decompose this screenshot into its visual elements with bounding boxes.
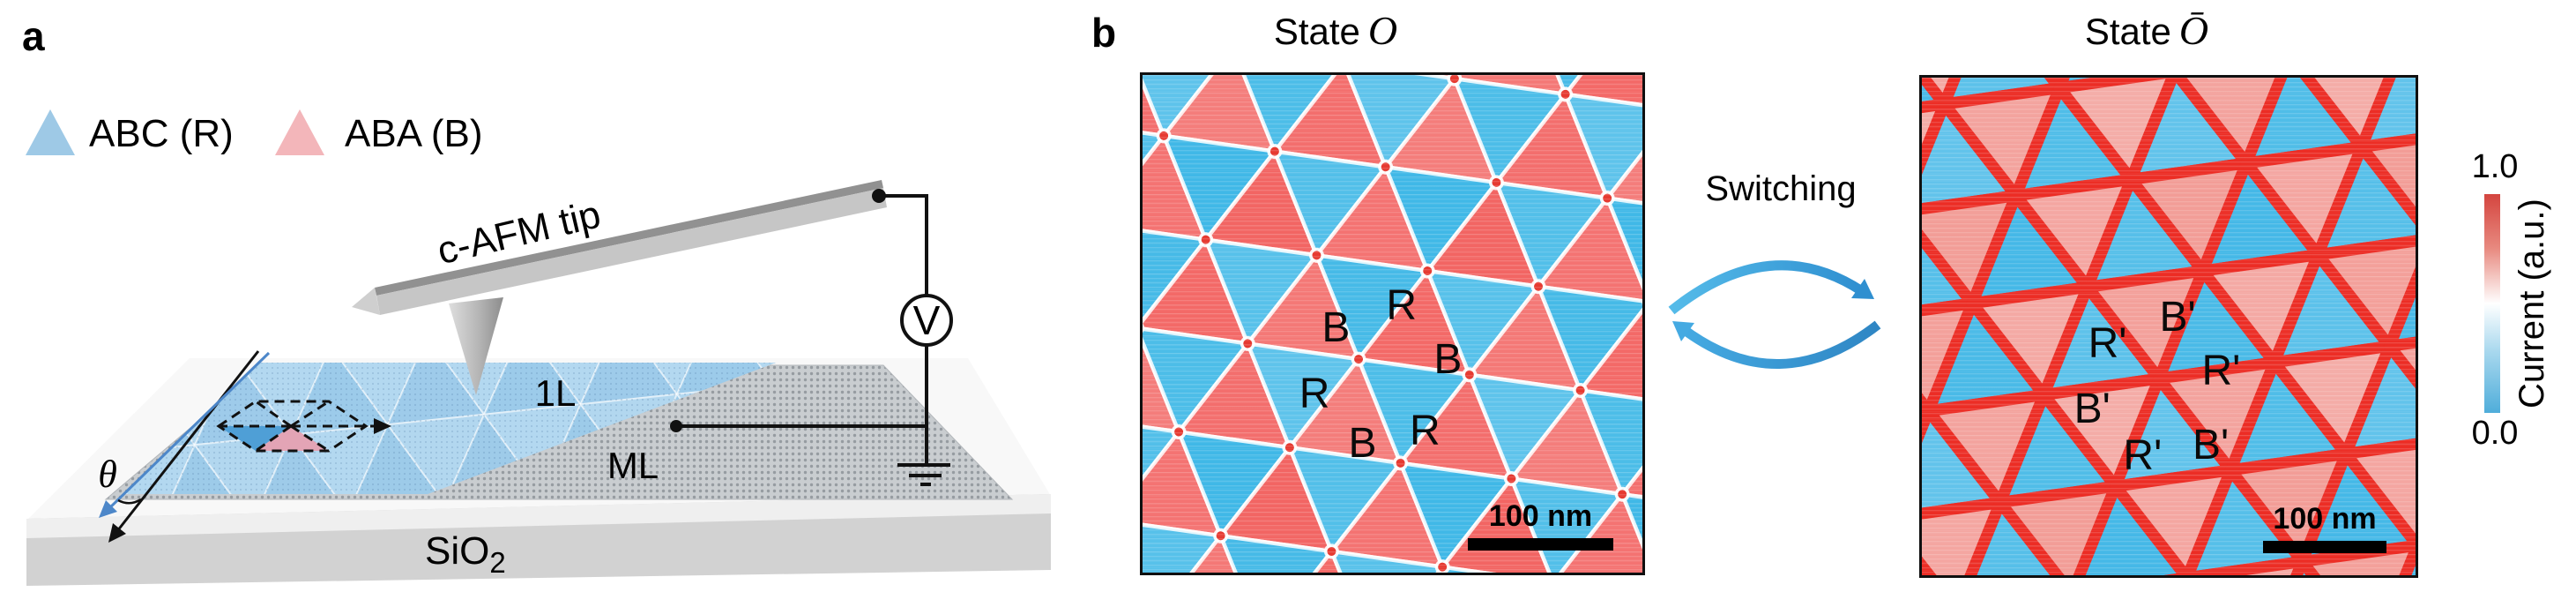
- monolayer-label: 1L: [535, 372, 577, 414]
- state-o-symbol: O: [1367, 8, 1398, 53]
- colorbar-axis-label: Current (a.u.): [2513, 199, 2551, 408]
- cycle-arrowhead-left-icon: [1672, 321, 1694, 341]
- scale-bar-label: 100 nm: [2273, 502, 2377, 536]
- tip-contact-dot: [872, 189, 886, 203]
- blue-arrowhead-icon: [99, 500, 117, 518]
- state-obar-symbol: Ō: [2178, 8, 2209, 53]
- domain-label: B: [1433, 335, 1463, 383]
- hexagon-arrow-icon: [374, 418, 391, 434]
- switching-cycle-arrows: [1668, 260, 1881, 369]
- scale-bar-label: 100 nm: [1488, 499, 1593, 533]
- domain-label: R: [1299, 371, 1330, 418]
- afm-image-state-obar: B' R' R' B' B' R' 100 nm: [1919, 75, 2418, 578]
- domain-label: R': [2201, 348, 2241, 395]
- twist-angle-arrows: [99, 350, 271, 543]
- panel-b-label: b: [1091, 10, 1117, 56]
- scale-bar: [1468, 538, 1613, 551]
- scale-bar: [2263, 541, 2386, 553]
- switching-label: Switching: [1705, 169, 1857, 208]
- twist-angle-label: θ: [98, 453, 117, 496]
- bias-circuit: [676, 194, 953, 486]
- voltmeter-icon: [900, 294, 953, 347]
- domain-label: B': [2193, 422, 2230, 469]
- legend-aba-label: ABA (B): [345, 112, 483, 155]
- voltmeter-label: V: [913, 297, 941, 343]
- domain-label: R: [1386, 282, 1418, 330]
- domain-label: R': [2088, 319, 2127, 367]
- panel-a-schematic: ABC (R) ABA (B): [26, 109, 1051, 586]
- panel-a-label: a: [22, 13, 45, 59]
- domain-label: B': [2159, 293, 2196, 341]
- aba-triangle-icon: [275, 109, 324, 155]
- domain-label: R: [1410, 407, 1441, 454]
- ml-contact-dot: [670, 420, 682, 432]
- tip-cone: [449, 297, 503, 395]
- cycle-arrowhead-right-icon: [1851, 279, 1874, 299]
- domain-label: B: [1348, 420, 1377, 468]
- state-obar-domain-labels: B' R' R' B' B' R': [1922, 78, 2416, 575]
- colorbar-max: 1.0: [2471, 148, 2519, 185]
- legend: ABC (R) ABA (B): [26, 109, 483, 155]
- state-obar-title: State Ō: [2084, 8, 2209, 53]
- substrate-label: SiO2: [425, 529, 506, 579]
- colorbar-gradient: [2484, 194, 2500, 413]
- colorbar-min: 0.0: [2471, 415, 2519, 452]
- abc-triangle-icon: [26, 109, 75, 155]
- domain-label: B: [1322, 304, 1351, 352]
- domain-label: R': [2123, 431, 2163, 479]
- moire-unit-hexagon: [216, 400, 391, 453]
- state-o-title: State O: [1273, 8, 1398, 53]
- ground-icon: [897, 463, 950, 486]
- black-arrowhead-icon: [108, 523, 126, 543]
- legend-abc-label: ABC (R): [89, 112, 234, 155]
- domain-label: B': [2073, 386, 2111, 433]
- multilayer-label: ML: [607, 445, 659, 486]
- cafm-cantilever: [352, 180, 887, 395]
